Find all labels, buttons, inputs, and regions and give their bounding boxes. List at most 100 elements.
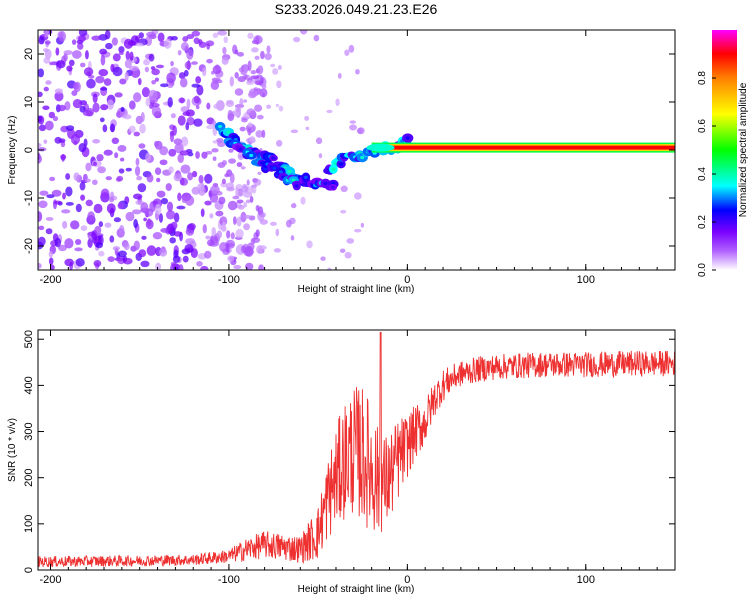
noise-blob [98, 68, 109, 77]
x-tick-label: -200 [39, 274, 61, 286]
noise-blob [57, 104, 66, 112]
noise-blob [215, 210, 224, 217]
noise-blob [170, 60, 174, 67]
noise-blob [204, 250, 212, 259]
noise-blob [159, 146, 169, 156]
noise-blob [62, 192, 66, 200]
trace-core [339, 162, 344, 166]
y-tick-label: 0 [23, 567, 35, 573]
noise-blob [166, 201, 174, 212]
noise-blob [245, 199, 251, 204]
noise-blob [157, 32, 165, 43]
noise-blob [48, 111, 56, 119]
noise-blob [100, 104, 109, 111]
noise-blob [140, 202, 149, 213]
noise-blob [120, 106, 125, 112]
noise-blob [112, 66, 123, 77]
noise-blob [136, 175, 143, 181]
noise-blob [50, 264, 55, 270]
noise-blob [217, 30, 228, 36]
noise-blob [128, 125, 136, 133]
noise-blob [38, 147, 47, 152]
noise-blob [320, 256, 326, 261]
noise-blob [318, 153, 323, 159]
snr-axes: -200 -100 0 100 0 100 200 300 400 500 [23, 330, 676, 586]
noise-blob [80, 225, 88, 231]
noise-blob [72, 99, 83, 109]
noise-blob [182, 111, 191, 116]
noise-blob [155, 262, 162, 270]
noise-blob [146, 245, 157, 256]
noise-blob [71, 90, 78, 97]
noise-blob [236, 199, 244, 204]
noise-blob [128, 100, 136, 110]
noise-blob [84, 50, 89, 60]
noise-blob [82, 110, 93, 117]
noise-blob [165, 210, 176, 220]
noise-blob [247, 32, 254, 39]
noise-blob [250, 69, 257, 75]
noise-blob [178, 72, 186, 80]
noise-blob [226, 186, 235, 192]
noise-blob [196, 261, 203, 267]
noise-blob [354, 192, 362, 200]
noise-blob [173, 231, 182, 237]
noise-blob [134, 165, 141, 177]
noise-blob [247, 127, 252, 136]
noise-blob [253, 87, 258, 92]
noise-blob [86, 78, 96, 89]
noise-blob [206, 125, 216, 130]
noise-blob [95, 242, 103, 249]
noise-blob [143, 217, 147, 222]
noise-blob [210, 185, 220, 195]
noise-blob [54, 91, 64, 102]
noise-blob [305, 126, 310, 131]
noise-blob [106, 203, 116, 214]
noise-blob [248, 136, 256, 143]
noise-blob [326, 109, 333, 114]
noise-blob [227, 109, 233, 119]
noise-blob [235, 105, 242, 113]
noise-blob [148, 89, 158, 101]
noise-blob [117, 202, 125, 210]
noise-blob [71, 39, 77, 45]
noise-blob [145, 97, 151, 107]
noise-blob [185, 122, 190, 131]
noise-blob [239, 126, 246, 132]
noise-blob [264, 53, 272, 61]
noise-blob [278, 105, 284, 112]
noise-blob [246, 179, 250, 186]
noise-blob [85, 199, 93, 207]
x-tick-label: 100 [577, 574, 595, 586]
trace-core [287, 169, 292, 174]
noise-blob [87, 211, 95, 222]
noise-blob [99, 117, 105, 123]
noise-blob [290, 129, 299, 134]
noise-blob [119, 78, 127, 85]
noise-blob [43, 139, 48, 144]
y-tick-label: 100 [23, 515, 35, 533]
y-tick-label: 10 [23, 96, 35, 108]
signal-onset-blob [366, 143, 395, 152]
noise-blob [84, 178, 91, 183]
noise-blob [93, 203, 103, 214]
noise-blob [177, 192, 182, 202]
noise-blob [140, 111, 145, 123]
noise-blob [254, 104, 263, 112]
noise-blob [241, 118, 248, 123]
noise-blob [236, 162, 243, 168]
noise-blob [78, 30, 88, 37]
noise-blob [64, 238, 74, 249]
noise-blob [92, 93, 98, 104]
colorbar-axes: 0.0 0.2 0.4 0.6 0.8 [697, 71, 716, 277]
noise-blob [100, 54, 106, 66]
noise-blob [221, 178, 226, 185]
noise-blob [178, 97, 186, 104]
noise-blob [179, 150, 190, 156]
noise-blob [114, 92, 123, 98]
noise-blob [38, 154, 42, 164]
noise-blob [172, 125, 177, 136]
noise-blob [65, 125, 75, 131]
noise-blob [55, 47, 60, 56]
noise-blob [153, 140, 159, 147]
